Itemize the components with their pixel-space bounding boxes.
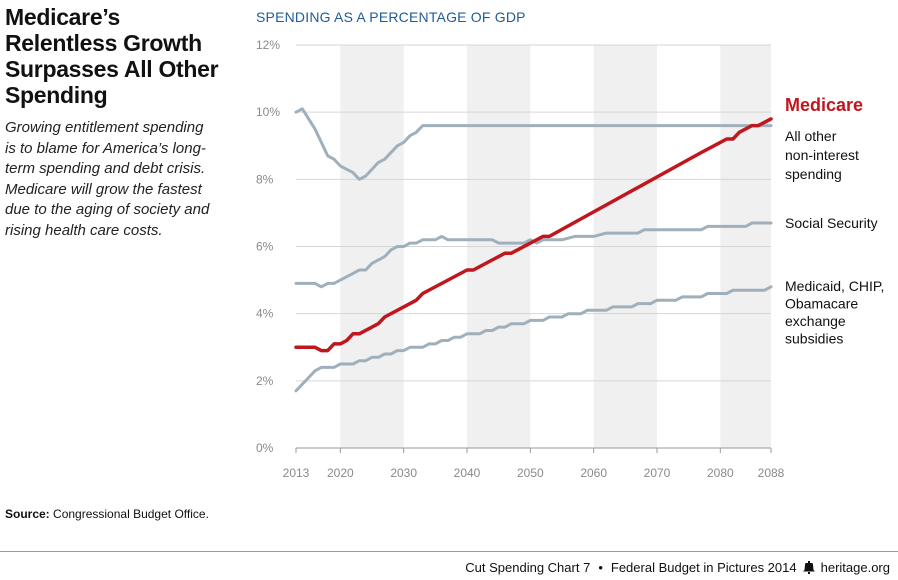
footer-site-link[interactable]: heritage.org <box>820 560 890 575</box>
footer-chart-label: Cut Spending Chart 7 <box>465 560 591 575</box>
series-label: Medicaid, CHIP, <box>785 278 884 294</box>
series-label: All other <box>785 128 837 144</box>
chart-title: SPENDING AS A PERCENTAGE OF GDP <box>256 9 526 25</box>
x-tick-label: 2050 <box>517 466 544 480</box>
series-label: non-interest <box>785 147 859 163</box>
x-tick-label: 2060 <box>580 466 607 480</box>
headline-line: Spending <box>5 82 108 108</box>
x-tick-label: 2013 <box>283 466 310 480</box>
headline-line: Surpasses All Other <box>5 56 219 82</box>
series-labels: Medicare All other non-interest spending Soc… <box>785 95 884 347</box>
y-tick-label: 12% <box>256 38 280 52</box>
series-label: Obamacare <box>785 296 858 312</box>
series-label: spending <box>785 166 842 182</box>
footer: Cut Spending Chart 7 • Federal Budget in… <box>465 560 890 575</box>
y-tick-label: 10% <box>256 105 280 119</box>
headline-line: Medicare’s <box>5 4 121 30</box>
headline-line: Relentless Growth <box>5 30 202 56</box>
x-tick-label: 2020 <box>327 466 354 480</box>
source-label: Source: <box>5 507 50 521</box>
x-tick-label: 2080 <box>707 466 734 480</box>
line-chart: 0% 2% 4% 6% 8% 10% 12% 2013 2020 2030 2040 2050 206… <box>256 38 884 480</box>
series-lines <box>294 107 773 393</box>
y-tick-label: 6% <box>256 240 274 254</box>
series-label: exchange <box>785 313 846 329</box>
series-line <box>294 221 773 289</box>
source-note: Source: Congressional Budget Office. <box>5 507 209 521</box>
x-tick-label: 2030 <box>390 466 417 480</box>
y-axis-ticks: 0% 2% 4% 6% 8% 10% 12% <box>256 38 280 455</box>
x-axis-ticks: 2013 2020 2030 2040 2050 2060 2070 2080 2088 <box>283 447 785 480</box>
series-label: subsidies <box>785 331 843 347</box>
y-tick-label: 2% <box>256 374 274 388</box>
liberty-bell-icon <box>802 561 815 574</box>
series-line <box>294 107 773 181</box>
x-tick-label: 2070 <box>644 466 671 480</box>
x-tick-label: 2088 <box>758 466 785 480</box>
footer-publication: Federal Budget in Pictures 2014 <box>610 560 797 575</box>
y-tick-label: 4% <box>256 307 274 321</box>
series-line <box>294 117 773 353</box>
headline: Medicare’s Relentless Growth Surpasses A… <box>5 4 220 108</box>
footer-divider <box>0 551 898 552</box>
series-label: Social Security <box>785 215 878 231</box>
x-tick-label: 2040 <box>454 466 481 480</box>
y-tick-label: 8% <box>256 172 274 186</box>
series-label: Medicare <box>785 95 863 115</box>
dek-text: Growing entitlement spending is to blame… <box>5 119 210 239</box>
footer-separator: • <box>598 560 603 575</box>
y-tick-label: 0% <box>256 441 274 455</box>
series-line <box>294 285 773 393</box>
source-text: Congressional Budget Office. <box>53 507 209 521</box>
